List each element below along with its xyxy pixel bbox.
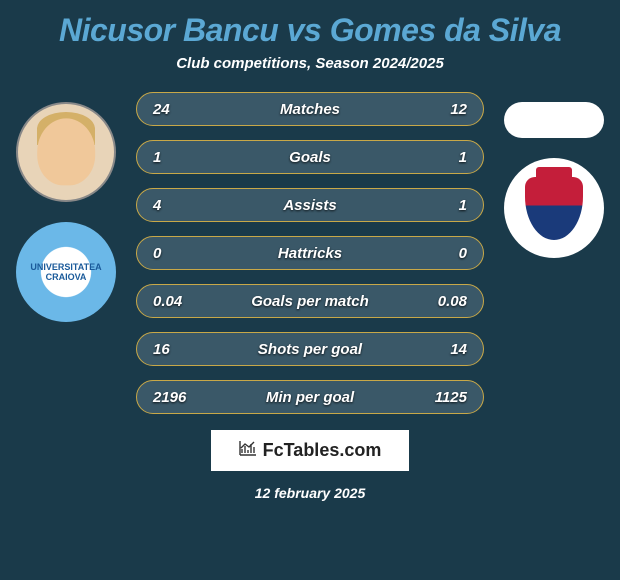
stat-row-spg: 16 Shots per goal 14	[136, 332, 484, 366]
stat-left-value: 1	[153, 149, 161, 166]
right-column	[494, 92, 614, 258]
footer: FcTables.com 12 february 2025	[0, 430, 620, 501]
comparison-content: UNIVERSITATEA CRAIOVA 24 Matches 12 1 Go…	[0, 92, 620, 414]
stat-row-gpm: 0.04 Goals per match 0.08	[136, 284, 484, 318]
stat-row-goals: 1 Goals 1	[136, 140, 484, 174]
stat-row-hattricks: 0 Hattricks 0	[136, 236, 484, 270]
stat-label: Goals per match	[251, 293, 369, 310]
stat-right-value: 0.08	[438, 293, 467, 310]
left-column: UNIVERSITATEA CRAIOVA	[6, 92, 126, 322]
stat-label: Assists	[283, 197, 336, 214]
stat-label: Hattricks	[278, 245, 342, 262]
page-subtitle: Club competitions, Season 2024/2025	[0, 55, 620, 92]
club-badge-left: UNIVERSITATEA CRAIOVA	[16, 222, 116, 322]
chart-icon	[239, 440, 257, 461]
stat-label: Min per goal	[266, 389, 354, 406]
player-photo-left	[16, 102, 116, 202]
face-shape	[37, 118, 95, 185]
stat-row-mpg: 2196 Min per goal 1125	[136, 380, 484, 414]
stat-row-assists: 4 Assists 1	[136, 188, 484, 222]
stat-label: Shots per goal	[258, 341, 362, 358]
brand-text: FcTables.com	[263, 440, 382, 461]
stat-right-value: 1	[459, 149, 467, 166]
stat-left-value: 16	[153, 341, 170, 358]
page-title: Nicusor Bancu vs Gomes da Silva	[0, 0, 620, 55]
stat-label: Goals	[289, 149, 331, 166]
stat-right-value: 1125	[435, 389, 467, 406]
stat-left-value: 0	[153, 245, 161, 262]
stat-right-value: 12	[450, 101, 467, 118]
stat-left-value: 0.04	[153, 293, 182, 310]
stat-right-value: 1	[459, 197, 467, 214]
club-badge-left-label: UNIVERSITATEA CRAIOVA	[24, 262, 108, 282]
stat-left-value: 24	[153, 101, 170, 118]
stat-right-value: 0	[459, 245, 467, 262]
shield-icon	[525, 177, 584, 240]
stat-left-value: 2196	[153, 389, 186, 406]
stat-left-value: 4	[153, 197, 161, 214]
stats-column: 24 Matches 12 1 Goals 1 4 Assists 1 0 Ha…	[126, 92, 494, 414]
club-badge-right	[504, 158, 604, 258]
footer-date: 12 february 2025	[255, 485, 366, 501]
stat-label: Matches	[280, 101, 340, 118]
brand-logo[interactable]: FcTables.com	[211, 430, 410, 471]
player-photo-right	[504, 102, 604, 138]
stat-right-value: 14	[450, 341, 467, 358]
stat-row-matches: 24 Matches 12	[136, 92, 484, 126]
